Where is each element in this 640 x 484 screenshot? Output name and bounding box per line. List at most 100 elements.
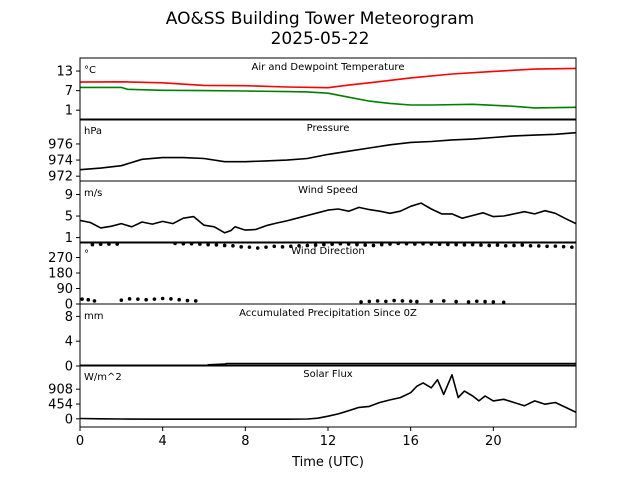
data-point-wind-direction-40: [363, 243, 368, 247]
data-point-wind-direction-67: [367, 299, 372, 304]
chart-title: AO&SS Building Tower Meteorogram: [166, 9, 474, 29]
data-point-wind-direction-26: [247, 245, 252, 249]
panel-label-temperature: Air and Dewpoint Temperature: [252, 62, 405, 73]
data-point-wind-direction-68: [375, 299, 380, 303]
data-point-wind-direction-52: [462, 243, 467, 247]
data-point-wind-direction-55: [487, 243, 492, 248]
panel-data-solar-flux: [80, 373, 576, 421]
panel-unit-pressure: hPa: [84, 126, 102, 137]
data-point-wind-direction-56: [495, 243, 500, 247]
panel-data-wind-speed: [80, 202, 576, 234]
data-point-wind-direction-75: [441, 299, 446, 303]
data-point-wind-direction-73: [415, 299, 419, 304]
panel-unit-solar-flux: W/m^2: [84, 372, 122, 383]
data-point-wind-direction-63: [553, 244, 558, 248]
data-point-wind-direction-24: [231, 243, 235, 248]
panel-wind-speed: 1 5 9 m/s Wind Speed: [65, 180, 577, 246]
y-tick-label-temperature-1: 7: [65, 84, 73, 99]
y-tick-label-wind-speed-1: 5: [65, 210, 73, 225]
y-tick-label-pressure-0: 972: [48, 170, 73, 185]
x-tick-label-0: 0: [76, 434, 84, 449]
data-point-wind-direction-76: [454, 299, 458, 304]
x-axis: 0 4 8 12 16 20: [76, 427, 502, 449]
data-point-wind-direction-9: [136, 297, 140, 301]
data-point-wind-direction-79: [483, 299, 487, 304]
panel-data-precipitation: [80, 362, 576, 366]
panel-precipitation: 0 4 8 mm Accumulated Precipitation Since 0Z: [65, 303, 577, 375]
data-point-wind-direction-71: [400, 299, 405, 303]
data-point-wind-direction-2: [92, 299, 97, 303]
data-point-wind-direction-65: [570, 245, 574, 249]
y-tick-label-pressure-2: 976: [48, 137, 73, 152]
data-point-wind-direction-33: [305, 243, 310, 248]
data-point-wind-direction-42: [379, 242, 384, 247]
data-point-wind-direction-57: [503, 243, 508, 248]
data-point-wind-direction-4: [98, 242, 103, 247]
data-point-wind-direction-80: [491, 300, 496, 304]
data-point-wind-direction-14: [177, 297, 181, 302]
y-tick-label-solar-flux-0: 0: [65, 412, 73, 427]
data-point-wind-direction-10: [144, 297, 148, 302]
data-point-wind-direction-11: [152, 297, 157, 301]
data-point-wind-direction-44: [396, 242, 401, 246]
y-tick-label-precipitation-2: 8: [65, 310, 73, 325]
x-tick-label-5: 20: [485, 434, 502, 449]
data-point-wind-direction-62: [545, 244, 549, 249]
data-point-wind-direction-25: [239, 245, 243, 249]
panel-frame-temperature: [79, 57, 577, 121]
data-point-wind-direction-53: [470, 242, 475, 247]
y-tick-label-wind-direction-3: 270: [48, 251, 73, 266]
series-line-temperature-0: [80, 67, 576, 89]
series-line-solar-flux-0: [80, 373, 576, 421]
data-point-wind-direction-32: [297, 243, 301, 248]
data-point-wind-direction-41: [371, 243, 376, 248]
data-point-wind-direction-7: [119, 298, 124, 303]
data-point-wind-direction-12: [160, 296, 165, 301]
panel-unit-wind-direction: °: [84, 249, 89, 260]
data-point-wind-direction-1: [86, 297, 91, 302]
y-tick-label-wind-direction-1: 90: [56, 282, 73, 297]
data-point-wind-direction-34: [313, 243, 318, 247]
x-tick-label-3: 12: [320, 434, 337, 449]
data-point-wind-direction-39: [355, 242, 359, 247]
panel-label-wind-speed: Wind Speed: [298, 185, 358, 196]
x-tick-label-2: 8: [241, 434, 249, 449]
data-point-wind-direction-58: [512, 243, 516, 248]
panel-unit-wind-speed: m/s: [84, 188, 102, 199]
y-tick-label-temperature-2: 13: [56, 65, 73, 80]
data-point-wind-direction-78: [475, 299, 479, 304]
panel-data-wind-direction: [80, 242, 574, 304]
data-point-wind-direction-3: [90, 242, 95, 247]
data-point-wind-direction-28: [264, 245, 268, 249]
data-point-wind-direction-47: [421, 242, 425, 246]
x-tick-label-4: 16: [402, 434, 419, 449]
data-point-wind-direction-43: [388, 242, 392, 246]
panel-data-pressure: [80, 131, 576, 171]
data-point-wind-direction-60: [528, 243, 533, 248]
series-line-pressure-0: [80, 131, 576, 171]
data-point-wind-direction-30: [280, 245, 285, 249]
data-point-wind-direction-70: [392, 298, 396, 303]
data-point-wind-direction-17: [173, 242, 177, 246]
data-point-wind-direction-21: [206, 242, 210, 247]
data-point-wind-direction-5: [107, 242, 111, 246]
data-point-wind-direction-49: [437, 242, 442, 247]
y-tick-label-pressure-1: 974: [48, 154, 73, 169]
data-point-wind-direction-35: [322, 242, 326, 247]
y-tick-label-solar-flux-1: 454: [48, 398, 73, 413]
panel-label-pressure: Pressure: [307, 123, 350, 134]
y-tick-label-wind-direction-0: 0: [65, 298, 73, 313]
x-axis-label: Time (UTC): [291, 455, 364, 470]
data-point-wind-direction-77: [466, 300, 471, 304]
y-tick-label-solar-flux-2: 908: [48, 383, 73, 398]
data-point-wind-direction-64: [561, 244, 566, 249]
data-point-wind-direction-37: [338, 242, 343, 246]
data-point-wind-direction-19: [189, 242, 194, 246]
data-point-wind-direction-13: [169, 297, 173, 301]
data-point-wind-direction-46: [413, 242, 417, 246]
data-point-wind-direction-69: [384, 299, 388, 304]
chart-subtitle: 2025-05-22: [271, 29, 370, 49]
y-tick-label-wind-direction-2: 180: [48, 267, 73, 282]
